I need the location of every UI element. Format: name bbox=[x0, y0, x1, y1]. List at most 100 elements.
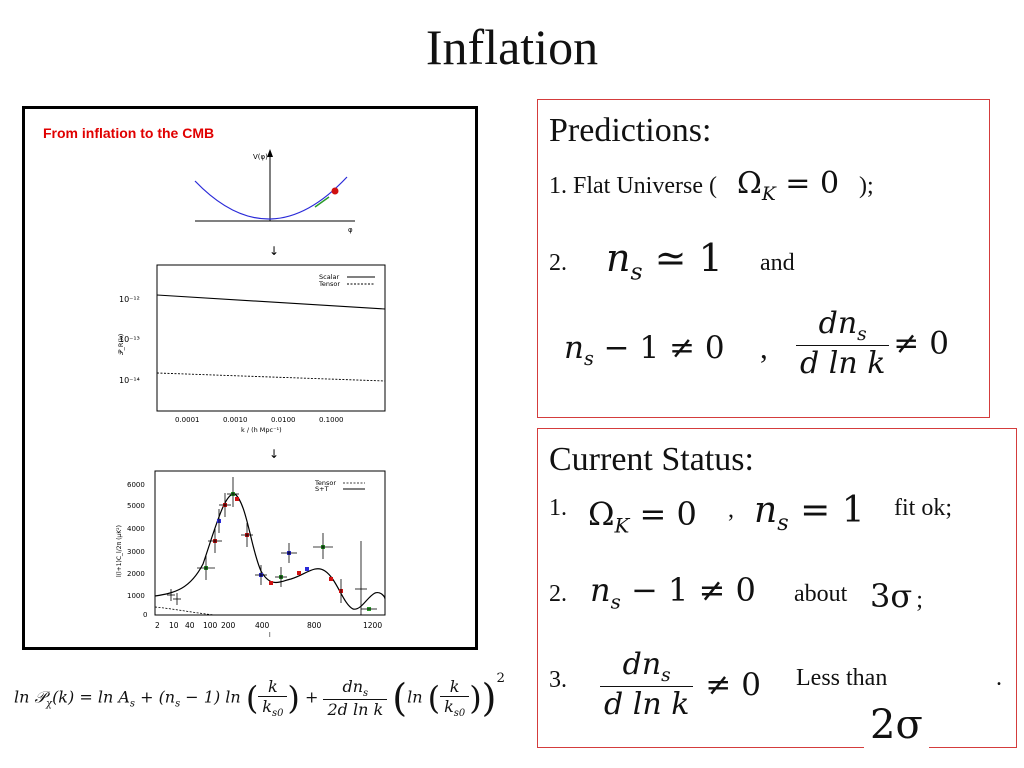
formula-frac-1: k ks0 bbox=[258, 677, 288, 720]
running-index-neq: dns d ln k ≠ 0 bbox=[796, 306, 949, 381]
spectrum-ylabel: 𝒫_R(k) bbox=[117, 334, 125, 355]
data-point bbox=[305, 567, 309, 571]
potential-y-label: V(φ) bbox=[253, 153, 268, 161]
formula-part: − 1) ln bbox=[180, 687, 241, 707]
frac-num: k bbox=[258, 677, 288, 697]
cmb-ytick: 4000 bbox=[127, 525, 145, 533]
cmb-ytick: 5000 bbox=[127, 502, 145, 510]
cmb-xtick: 200 bbox=[221, 621, 236, 630]
status-2-about: about bbox=[794, 581, 848, 607]
figure-canvas: V(φ) φ ↓ Scalar Tensor 10⁻¹² 10⁻¹³ 10⁻¹⁴… bbox=[116, 149, 386, 639]
spectrum-xtick: 0.0001 bbox=[175, 416, 200, 424]
cmb-frame bbox=[154, 470, 386, 616]
data-point bbox=[329, 577, 333, 581]
scalar-curve bbox=[156, 294, 386, 310]
paren-open: ( bbox=[245, 679, 259, 717]
potential-x-label: φ bbox=[348, 226, 353, 234]
st-curve bbox=[154, 493, 386, 610]
spectrum-ytick: 10⁻¹⁴ bbox=[119, 376, 140, 385]
spectrum-plot: Scalar Tensor 10⁻¹² 10⁻¹³ 10⁻¹⁴ 0.0001 0… bbox=[117, 264, 386, 434]
frac-num: dns bbox=[323, 677, 388, 701]
down-arrow-2: ↓ bbox=[269, 447, 279, 461]
running-index-status: dns d ln k ≠ 0 bbox=[600, 647, 761, 722]
cmb-xtick: 400 bbox=[255, 621, 270, 630]
cmb-legend-tensor: Tensor bbox=[314, 479, 336, 487]
paren-close: ) bbox=[481, 676, 497, 720]
status-2-number: 2. bbox=[549, 581, 567, 607]
cmb-plot: 6000 5000 4000 3000 2000 1000 0 2 10 40 … bbox=[116, 470, 386, 639]
dns-dlnk-frac-status: dns d ln k bbox=[600, 647, 694, 722]
frac-num: k bbox=[440, 677, 470, 697]
cmb-ytick: 6000 bbox=[127, 481, 145, 489]
cmb-xtick: 800 bbox=[307, 621, 322, 630]
potential-y-arrowhead bbox=[267, 149, 273, 157]
two-sigma: 2σ bbox=[864, 701, 929, 748]
ns-minus-one-neq-status: ns − 1 ≠ 0 bbox=[590, 571, 756, 614]
paren-close: ) bbox=[287, 679, 300, 717]
spectrum-xlabel: k / (h Mpc⁻¹) bbox=[241, 426, 282, 434]
paren-open: ( bbox=[392, 676, 408, 720]
formula-part: + bbox=[299, 687, 324, 707]
cmb-xtick: 100 bbox=[203, 621, 218, 630]
down-arrow-1: ↓ bbox=[269, 244, 279, 258]
potential-curve bbox=[194, 176, 348, 220]
spectrum-ytick: 10⁻¹³ bbox=[119, 335, 140, 344]
status-1-comma: , bbox=[728, 497, 734, 523]
data-point bbox=[297, 571, 301, 575]
inflaton-dot bbox=[331, 187, 339, 195]
roll-arrow bbox=[314, 196, 330, 208]
cmb-xtick: 40 bbox=[185, 621, 195, 630]
data-points bbox=[167, 477, 377, 615]
frac-den: ks0 bbox=[262, 696, 284, 720]
data-point bbox=[269, 581, 273, 585]
tensor-curve bbox=[156, 372, 386, 382]
frac-den: 2d ln k bbox=[327, 700, 384, 720]
cmb-xlabel: l bbox=[269, 632, 271, 639]
formula-part: + (n bbox=[134, 687, 176, 707]
status-heading: Current Status: bbox=[549, 441, 754, 478]
status-3-number: 3. bbox=[549, 667, 567, 693]
spectrum-frame bbox=[156, 264, 386, 412]
dns-dlnk-frac: dns d ln k bbox=[796, 306, 890, 381]
ns-minus-one-neq: ns − 1 ≠ 0 bbox=[564, 330, 725, 371]
legend-scalar: Scalar bbox=[319, 273, 339, 281]
slide-title: Inflation bbox=[425, 19, 599, 75]
spectrum-xtick: 0.1000 bbox=[319, 416, 344, 424]
prediction-2-and: and bbox=[760, 250, 795, 276]
prediction-1-prefix: 1. Flat Universe ( bbox=[549, 173, 717, 199]
cmb-ytick: 3000 bbox=[127, 548, 145, 556]
formula-part: ln bbox=[407, 687, 423, 707]
formula-part: χ bbox=[46, 698, 53, 710]
paren-open: ( bbox=[427, 679, 441, 717]
cmb-xtick: 2 bbox=[155, 621, 160, 630]
omega-k-eq: ΩK = 0 bbox=[736, 166, 840, 205]
ns-approx-eq: ns ≃ 1 bbox=[606, 236, 723, 286]
legend-tensor: Tensor bbox=[318, 280, 340, 288]
formula-part: (k) = ln A bbox=[52, 687, 130, 707]
cmb-xtick: 1200 bbox=[363, 621, 382, 630]
figure-heading: From inflation to the CMB bbox=[43, 125, 215, 141]
cmb-xtick: 10 bbox=[169, 621, 179, 630]
status-1-number: 1. bbox=[549, 495, 567, 521]
status-3-period: . bbox=[996, 665, 1002, 691]
figure-panel: From inflation to the CMB V(φ) φ ↓ Scala… bbox=[22, 106, 478, 650]
spectrum-xtick: 0.0100 bbox=[271, 416, 296, 424]
prediction-1: 1. Flat Universe ( ΩK = 0 ); bbox=[549, 166, 874, 205]
cmb-ytick: 0 bbox=[143, 611, 147, 619]
status-3-less-than: Less than bbox=[796, 665, 888, 691]
formula-part: s bbox=[175, 698, 181, 710]
comma: , bbox=[760, 330, 768, 365]
potential-diagram: V(φ) φ bbox=[194, 149, 355, 234]
neq-zero-status: ≠ 0 bbox=[705, 666, 761, 703]
spectrum-xtick: 0.0010 bbox=[223, 416, 248, 424]
data-point bbox=[235, 497, 239, 501]
three-sigma: 3σ; bbox=[870, 577, 923, 615]
prediction-1-suffix: ); bbox=[859, 173, 874, 199]
formula-power: 2 bbox=[496, 671, 505, 687]
neq-zero: ≠ 0 bbox=[893, 325, 949, 362]
formula-part: s bbox=[129, 698, 135, 710]
cmb-legend-st: S+T bbox=[315, 485, 329, 493]
formula-frac-3: k ks0 bbox=[440, 677, 470, 719]
spectrum-ytick: 10⁻¹² bbox=[119, 295, 140, 304]
cmb-ylabel: l(l+1)C_l/2π (μK²) bbox=[116, 525, 123, 577]
